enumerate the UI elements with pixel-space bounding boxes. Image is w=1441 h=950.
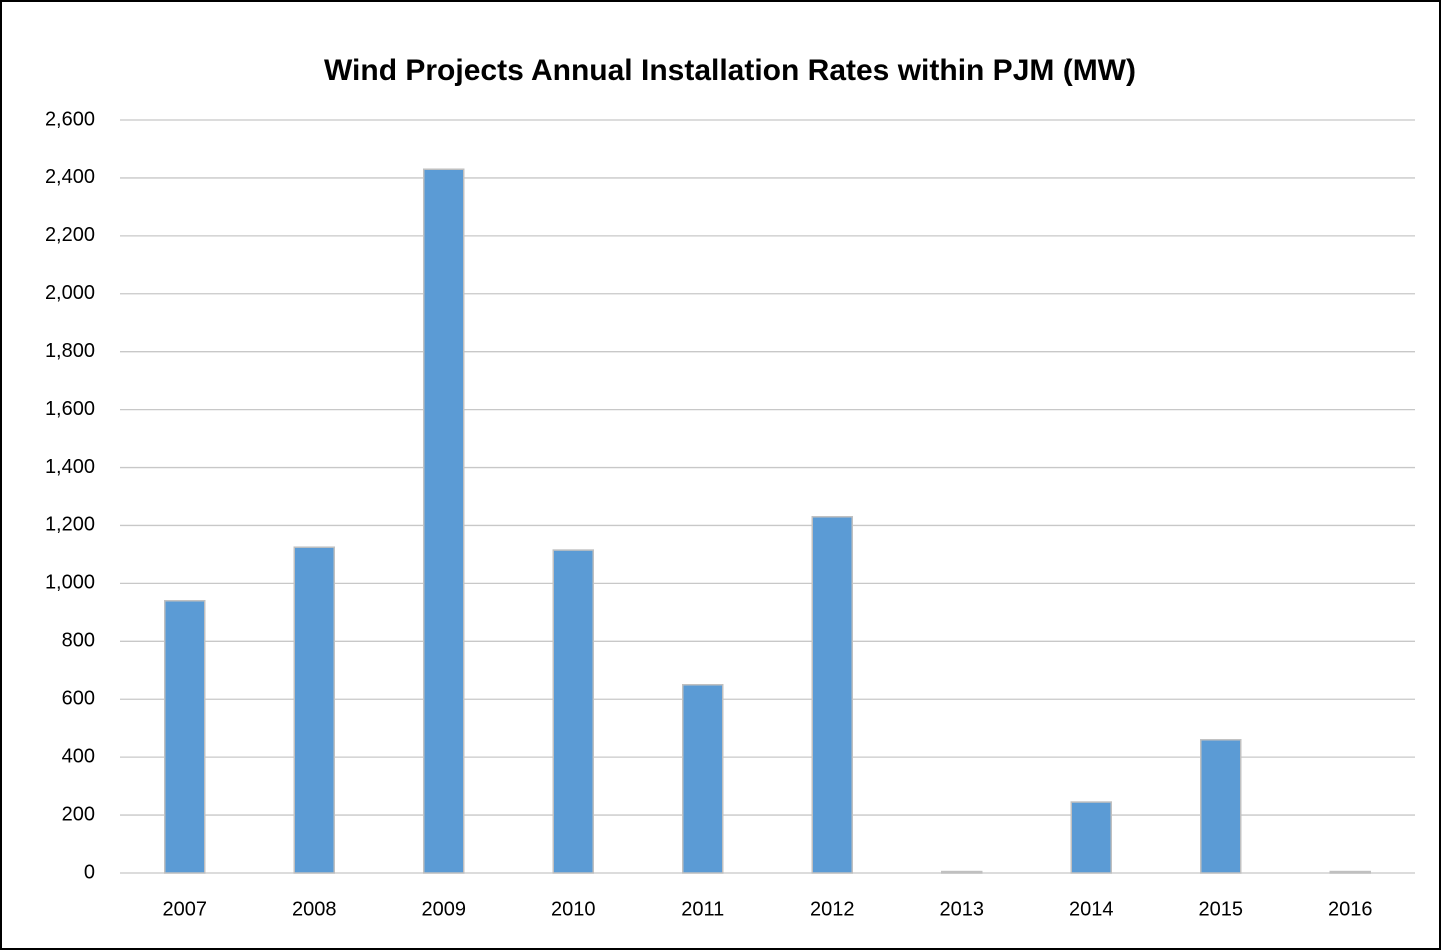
x-tick-label: 2011 — [681, 898, 724, 920]
bar — [423, 168, 465, 874]
bar — [552, 549, 594, 874]
x-tick-label: 2009 — [422, 898, 467, 920]
bar — [293, 546, 335, 874]
y-tick-label: 2,400 — [45, 166, 95, 188]
bar — [1329, 870, 1371, 874]
x-tick-label: 2016 — [1328, 898, 1373, 920]
y-tick-label: 1,000 — [45, 572, 95, 594]
x-tick-label: 2010 — [551, 898, 596, 920]
x-tick-label: 2012 — [810, 898, 855, 920]
x-tick-label: 2014 — [1069, 898, 1114, 920]
y-tick-label: 800 — [62, 630, 95, 652]
x-tick-label: 2007 — [163, 898, 208, 920]
y-tick-label: 200 — [62, 803, 95, 825]
y-tick-label: 1,600 — [45, 398, 95, 420]
y-tick-label: 0 — [84, 861, 95, 883]
y-tick-label: 2,000 — [45, 282, 95, 304]
bar — [164, 600, 206, 874]
bar — [811, 516, 853, 874]
bar — [1200, 739, 1242, 874]
y-tick-label: 2,600 — [45, 108, 95, 130]
y-tick-label: 1,200 — [45, 514, 95, 536]
bar — [941, 870, 983, 874]
x-tick-label: 2008 — [292, 898, 337, 920]
y-tick-label: 400 — [62, 745, 95, 767]
chart-title: Wind Projects Annual Installation Rates … — [324, 54, 1136, 87]
bar — [682, 684, 724, 874]
y-tick-label: 2,200 — [45, 224, 95, 246]
y-tick-label: 1,800 — [45, 340, 95, 362]
x-tick-label: 2015 — [1199, 898, 1244, 920]
bar — [1070, 801, 1112, 874]
y-tick-label: 600 — [62, 688, 95, 710]
x-tick-label: 2013 — [940, 898, 985, 920]
y-tick-label: 1,400 — [45, 456, 95, 478]
